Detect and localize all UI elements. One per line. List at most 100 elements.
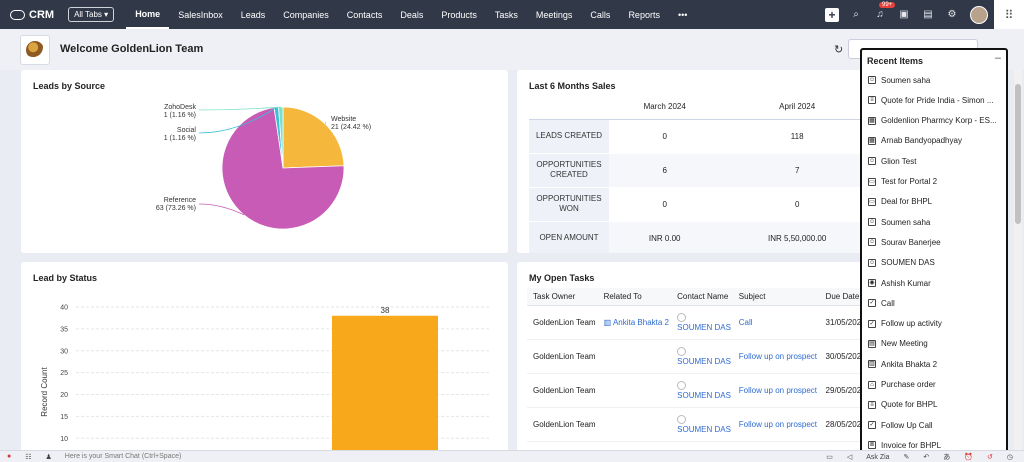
recent-item[interactable]: ▦ Arnab Bandyopadhyay [868,134,1004,148]
all-tabs-dropdown[interactable]: All Tabs ▾ [68,7,115,22]
translate-icon[interactable]: あ [943,454,951,461]
recent-item-label: Follow Up Call [881,420,933,430]
channels-icon[interactable]: ☷ [25,453,32,461]
card-title: Leads by Source [33,81,106,91]
contact-link[interactable]: SOUMEN DAS [677,424,731,434]
announce-icon[interactable]: ◁ [846,454,853,461]
search-icon[interactable]: ⌕ [853,9,859,20]
nav-tab[interactable]: Companies [283,9,329,20]
scrollbar-thumb[interactable] [1015,84,1021,224]
notifications-button[interactable]: ♫ 99+ [873,1,896,22]
nav-tab[interactable]: Products [441,9,477,20]
sales-value-cell[interactable]: 0 [609,119,721,154]
subject-link[interactable]: Call [738,317,753,327]
table-row[interactable]: GoldenLion Team SOUMEN DAS Follow up on pr… [527,407,862,442]
recent-item[interactable]: ▭ Test for Portal 2 [868,175,1004,189]
recent-item[interactable]: ▦ Goldenlion Pharmcy Korp - ES... [868,114,1004,128]
recent-item[interactable]: ≣ Invoice for BHPL [868,438,1004,451]
create-button[interactable]: + [825,7,839,22]
recent-item[interactable]: ≡ Quote for Pride India - Simon ... [868,93,1004,107]
nav-tab[interactable]: Home [126,0,170,29]
nav-tab[interactable]: Tasks [494,9,518,20]
leads-source-pie-chart[interactable] [21,70,508,253]
nav-tab[interactable]: Calls [590,9,611,20]
nav-tab[interactable]: Leads [240,9,266,20]
recent-item[interactable]: ◉ Ashish Kumar [868,276,1004,290]
column-header[interactable]: Due Date [819,288,862,306]
chevron-down-icon: ▾ [104,10,109,19]
recent-item-label: Invoice for BHPL [881,440,942,450]
subject-link[interactable]: Follow up on prospect [738,419,818,429]
table-row[interactable]: GoldenLion Team ▥ Ankita Bhakta 2 SOUMEN D… [527,305,862,340]
recent-item[interactable]: ≡ Quote for BHPL [868,398,1004,412]
ask-zia-button[interactable]: Ask Zia [866,453,890,461]
chats-icon[interactable]: ● [7,453,12,460]
contact-link[interactable]: SOUMEN DAS [677,322,731,332]
recent-item[interactable]: ⌂ Purchase order [868,378,1004,392]
y-tick-label: 35 [60,326,68,333]
column-header[interactable]: Related To [597,288,672,306]
contact-icon: ☺ [868,218,876,227]
alarm-icon[interactable]: ⏰ [964,454,974,461]
recent-item[interactable]: ▥ Ankita Bhakta 2 [868,357,1004,371]
sales-value-cell[interactable]: 118 [720,119,862,154]
recent-item[interactable]: ☺ Glion Test [868,154,1004,168]
contact-link[interactable]: SOUMEN DAS [677,390,731,400]
nav-tab[interactable]: Deals [400,9,424,20]
chat-bubble-icon[interactable]: ▭ [826,454,833,461]
subject-link[interactable]: Follow up on prospect [738,351,818,361]
subject-link[interactable]: Follow up on prospect [738,385,818,395]
sales-value-cell[interactable]: 7 [720,153,862,188]
marketplace-icon[interactable]: ▤ [923,9,933,20]
history-icon[interactable]: ↺ [987,454,993,461]
sales-value-cell[interactable]: 0 [609,187,721,222]
lead-status-bar-chart[interactable]: 510152025303540Record Count438 [21,262,508,462]
user-avatar[interactable] [970,5,988,24]
recent-item[interactable]: ✓ Follow Up Call [868,418,1004,432]
nav-tab[interactable]: SalesInbox [178,9,223,20]
crm-logo[interactable]: CRM [10,9,54,21]
table-row: OPPORTUNITIES WON 0 0 [529,187,862,222]
recent-item[interactable]: ☺ SOUMEN DAS [868,256,1004,270]
undo-icon[interactable]: ↶ [923,454,930,461]
top-navigation: CRM All Tabs ▾ Home SalesInbox Leads Compan… [0,0,1024,29]
edit-icon[interactable]: ✎ [903,454,910,461]
refresh-icon[interactable]: ↻ [834,44,844,56]
sales-value-cell[interactable]: INR 5,50,000.00 [720,221,862,253]
sales-value-cell[interactable]: INR 0.00 [609,221,721,253]
sales-value-cell[interactable]: 6 [609,153,721,188]
recent-item[interactable]: ▭ Deal for BHPL [868,195,1004,209]
recent-item[interactable]: ✓ Call [868,296,1004,310]
table-row[interactable]: GoldenLion Team SOUMEN DAS Follow up on pr… [527,339,862,374]
recent-item[interactable]: ✓ Follow up activity [868,317,1004,331]
pie-slice-website[interactable] [282,106,345,169]
page-scrollbar[interactable] [1014,70,1022,450]
status-bar[interactable] [332,315,438,462]
calendar-icon[interactable]: ▣ [899,9,909,20]
clock-icon[interactable]: ◷ [1006,454,1013,461]
module-tabs: Home SalesInbox Leads Companies Contacts Deal… [126,0,696,29]
recent-item[interactable]: ☺ Sourav Banerjee [868,235,1004,249]
row-label: OPEN AMOUNT [529,221,609,253]
smart-chat-input[interactable]: Here is your Smart Chat (Ctrl+Space) [64,453,182,460]
recent-item[interactable]: ☺ Soumen saha [868,73,1004,87]
nav-tab[interactable]: Reports [628,9,660,20]
recent-item[interactable]: ▤ New Meeting [868,337,1004,351]
table-row[interactable]: GoldenLion Team SOUMEN DAS Follow up on pr… [527,373,862,408]
minimize-icon[interactable]: – [994,52,1001,64]
column-header[interactable]: Task Owner [527,288,598,306]
app-launcher-icon[interactable]: ⠿ [994,0,1024,29]
column-header[interactable]: Subject [732,288,820,306]
related-to-link[interactable]: ▥ Ankita Bhakta 2 [603,317,670,327]
nav-tab[interactable]: Contacts [346,9,383,20]
nav-tab[interactable]: Meetings [535,9,573,20]
contacts-icon[interactable]: ♟ [45,453,52,461]
recent-item[interactable]: ☺ Soumen saha [868,215,1004,229]
recent-item-label: Follow up activity [881,319,942,329]
sales-value-cell[interactable]: 0 [720,187,862,222]
column-header[interactable]: Contact Name [671,288,733,306]
contact-link[interactable]: SOUMEN DAS [677,356,731,366]
y-tick-label: 30 [60,348,68,355]
gear-icon[interactable]: ⚙ [947,9,957,20]
nav-tab[interactable]: ••• [677,9,688,20]
